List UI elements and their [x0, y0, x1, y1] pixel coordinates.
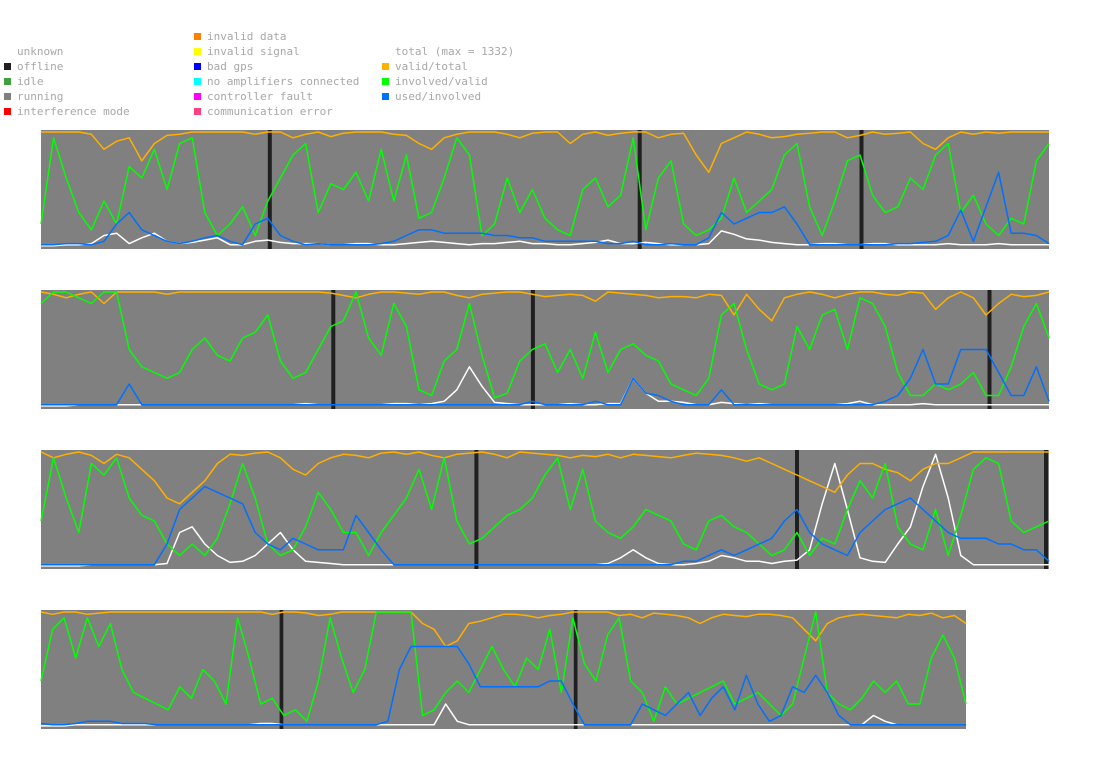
legend-item: offline — [4, 59, 130, 74]
legend-label: offline — [17, 60, 64, 73]
legend-label: invalid data — [207, 30, 287, 43]
series-involved-valid-line — [40, 291, 1050, 399]
series-used-involved-line — [40, 645, 966, 726]
offline-band — [267, 130, 272, 249]
legend-swatch — [382, 93, 389, 100]
legend-label: interference mode — [17, 105, 130, 118]
legend-swatch — [194, 108, 201, 115]
legend-item: invalid signal — [194, 44, 359, 59]
legend-item: invalid data — [194, 29, 359, 44]
series-used-involved-line — [41, 348, 1050, 406]
series-involved-valid-line — [40, 137, 1050, 237]
legend-item: unknown — [4, 44, 130, 59]
legend-label: unknown — [17, 45, 64, 58]
legend-label: total (max = 1332) — [395, 45, 515, 58]
strip-4 — [40, 610, 967, 729]
legend-lines: total (max = 1332) valid/total involved/va… — [382, 44, 514, 104]
legend-item: total (max = 1332) — [382, 44, 514, 59]
running-background — [41, 450, 1049, 569]
legend-label: running — [17, 90, 64, 103]
legend-swatch — [194, 48, 201, 55]
strip-3 — [40, 450, 1050, 569]
legend-swatch — [4, 63, 11, 70]
legend-swatch — [194, 33, 201, 40]
legend-item: used/involved — [382, 89, 514, 104]
legend-label: idle — [17, 75, 44, 88]
legend-label: controller fault — [207, 90, 313, 103]
series-valid-total-line — [41, 131, 1049, 174]
strip-2 — [40, 290, 1050, 409]
offline-band — [987, 290, 992, 409]
legend-item: controller fault — [194, 89, 359, 104]
legend-item: valid/total — [382, 59, 514, 74]
running-background — [41, 290, 1049, 409]
legend-item: communication error — [194, 104, 359, 119]
legend-errors: invalid data invalid signal bad gps no ampl… — [194, 29, 359, 119]
legend-label: bad gps — [207, 60, 254, 73]
running-background — [41, 130, 1049, 249]
legend-swatch — [4, 93, 11, 100]
legend-swatch — [4, 78, 11, 85]
legend-label: used/involved — [395, 90, 482, 103]
legend-label: no amplifiers connected — [207, 75, 360, 88]
legend-item: running — [4, 89, 130, 104]
offline-band — [279, 610, 284, 729]
legend-item: no amplifiers connected — [194, 74, 359, 89]
strip-1 — [40, 130, 1050, 249]
series-used-involved-line — [41, 485, 1050, 566]
legend-label: involved/valid — [395, 75, 488, 88]
legend-swatch — [4, 108, 11, 115]
legend-item: bad gps — [194, 59, 359, 74]
legend-swatch — [382, 78, 389, 85]
legend-swatch — [4, 48, 11, 55]
offline-band — [474, 450, 479, 569]
legend-label: communication error — [207, 105, 333, 118]
legend-item: interference mode — [4, 104, 130, 119]
legend-label: invalid signal — [207, 45, 300, 58]
series-total-line — [41, 230, 1049, 247]
series-valid-total-line — [40, 451, 1049, 505]
legend-item: involved/valid — [382, 74, 514, 89]
legend-item: idle — [4, 74, 130, 89]
series-involved-valid-line — [40, 611, 967, 723]
legend-swatch — [194, 78, 201, 85]
legend-swatch — [194, 63, 201, 70]
legend-swatch — [382, 63, 389, 70]
series-used-involved-line — [41, 171, 1050, 246]
series-valid-total-line — [40, 611, 967, 648]
series-involved-valid-line — [40, 457, 1050, 557]
legend-status: unknown offline idle running interference mo… — [4, 44, 130, 119]
offline-band — [859, 130, 864, 249]
series-valid-total-line — [40, 291, 1050, 322]
legend-swatch — [382, 48, 389, 55]
offline-band — [1044, 450, 1048, 569]
offline-band — [331, 290, 336, 409]
legend-swatch — [194, 93, 201, 100]
legend-label: valid/total — [395, 60, 468, 73]
offline-band — [573, 610, 578, 729]
